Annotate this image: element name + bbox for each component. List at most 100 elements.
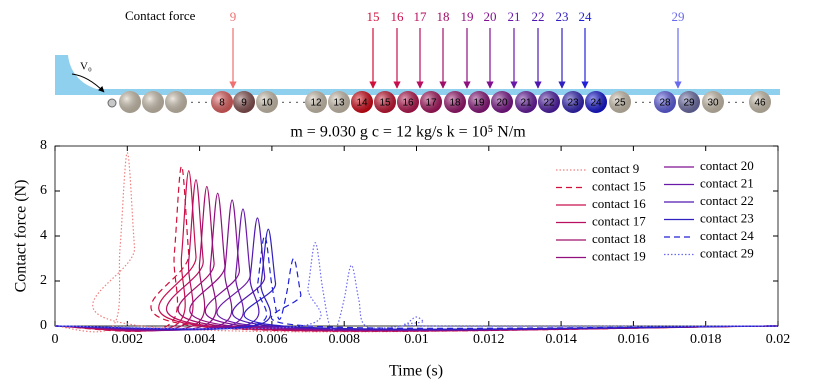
ball-shade [468, 91, 490, 113]
ball-label: 10 [261, 98, 273, 109]
legend-label: contact 24 [700, 228, 754, 243]
ellipsis: · · · · [281, 95, 306, 109]
ball-label: 8 [219, 98, 225, 109]
chart-title: m = 9.030 g c = 12 kg/s k = 10⁵ N/m [290, 124, 526, 141]
ball-shade [609, 91, 631, 113]
contact-label: 23 [556, 9, 569, 24]
ramp [55, 55, 112, 92]
ball-shade [444, 91, 466, 113]
velocity-label: V₀ [80, 61, 92, 73]
ball-shade [142, 91, 164, 113]
contact-label: 19 [461, 9, 474, 24]
ball-label: 46 [754, 98, 766, 109]
contact-label: 24 [579, 9, 593, 24]
legend-label: contact 20 [700, 158, 754, 173]
ball-label: 12 [310, 98, 322, 109]
x-axis-title: Time (s) [389, 363, 443, 380]
x-tick-label: 0.018 [690, 332, 722, 347]
contact-label: 20 [484, 9, 497, 24]
velocity-arrow [71, 73, 105, 93]
contact-label: 17 [414, 9, 428, 24]
series-line [54, 152, 779, 333]
ball-label: 9 [241, 98, 247, 109]
ball-shade [491, 91, 513, 113]
legend-label: contact 19 [592, 248, 646, 263]
ball-label: 13 [333, 98, 345, 109]
contact-label: 21 [508, 9, 521, 24]
ball-shade [211, 91, 233, 113]
y-tick-label: 6 [40, 183, 47, 198]
ball-shade [233, 91, 255, 113]
legend-label: contact 22 [700, 193, 754, 208]
ball-shade [351, 91, 373, 113]
series-line [54, 228, 779, 330]
ball-label: 28 [659, 98, 671, 109]
y-tick-label: 2 [40, 273, 47, 288]
ball-shade [397, 91, 419, 113]
x-tick-label: 0.01 [404, 332, 429, 347]
legend-label: contact 18 [592, 231, 646, 246]
x-tick-label: 0.02 [766, 332, 791, 347]
series-line [54, 235, 779, 330]
ball-shade [119, 91, 141, 113]
ellipsis: · · · · [727, 95, 752, 109]
y-tick-label: 0 [40, 318, 47, 333]
ellipsis: · · · · [190, 95, 215, 109]
x-tick-label: 0.008 [328, 332, 360, 347]
ball-shade [165, 91, 187, 113]
contact-label: 18 [437, 9, 450, 24]
ball-label: 22 [543, 98, 555, 109]
contact-label: 9 [230, 9, 237, 24]
series-line [54, 170, 779, 332]
ball-label: 16 [402, 98, 414, 109]
legend-label: contact 15 [592, 178, 646, 193]
ball-shade [328, 91, 350, 113]
contact-label: 15 [367, 9, 380, 24]
ball-label: 30 [707, 98, 719, 109]
ball-shade [654, 91, 676, 113]
x-tick-label: 0.004 [184, 332, 216, 347]
series-line [54, 208, 779, 331]
x-tick-label: 0.002 [112, 332, 144, 347]
contact-label: 29 [672, 9, 685, 24]
ball-shade [305, 91, 327, 113]
ball-label: 23 [567, 98, 579, 109]
legend-label: contact 29 [700, 245, 754, 260]
ball-label: 14 [356, 98, 368, 109]
ball-shade [374, 91, 396, 113]
ball-label: 18 [449, 98, 461, 109]
ball-label: 19 [473, 98, 485, 109]
ground [55, 89, 780, 95]
legend-label: contact 9 [592, 161, 639, 176]
ball-shade [420, 91, 442, 113]
series-line [54, 185, 779, 332]
legend-label: contact 21 [700, 175, 754, 190]
diagram-caption: Contact force [125, 8, 196, 23]
ball-label: 15 [379, 98, 391, 109]
legend-label: contact 16 [592, 196, 646, 211]
y-axis-title: Contact force (N) [13, 180, 30, 293]
contact-label: 16 [391, 9, 405, 24]
ellipsis: · · · · [634, 95, 659, 109]
ball-label: 29 [683, 98, 695, 109]
x-tick-label: 0.016 [618, 332, 650, 347]
ball-shade [515, 91, 537, 113]
ball-label: 21 [520, 98, 532, 109]
contact-label: 22 [532, 9, 545, 24]
ball-shade [585, 91, 607, 113]
x-tick-label: 0 [52, 332, 59, 347]
y-tick-label: 4 [40, 228, 47, 243]
ball-shade [538, 91, 560, 113]
plot-frame [54, 145, 779, 327]
series-line [54, 217, 779, 331]
ball-label: 24 [590, 98, 602, 109]
x-tick-label: 0.006 [256, 332, 288, 347]
legend-label: contact 17 [592, 213, 646, 228]
legend-label: contact 23 [700, 210, 754, 225]
ball-shade [749, 91, 771, 113]
ball-label: 20 [496, 98, 508, 109]
ball-shade [562, 91, 584, 113]
ball-shade [702, 91, 724, 113]
ball-label: 17 [425, 98, 437, 109]
